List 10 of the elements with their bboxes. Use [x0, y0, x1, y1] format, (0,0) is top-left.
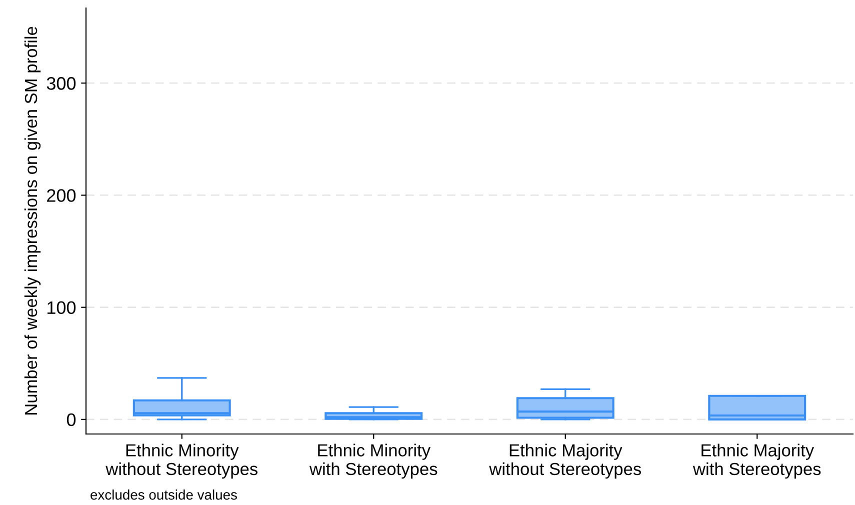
- x-tick-label: Ethnic Minority with Stereotypes: [309, 444, 438, 479]
- y-tick-label: 300: [46, 77, 76, 90]
- x-tick-label: Ethnic Majority with Stereotypes: [692, 444, 821, 479]
- text: excludes outside values: [90, 490, 237, 500]
- y-tick-label: 0: [66, 413, 76, 426]
- x-tick-label: Ethnic Minority without Stereotypes: [106, 444, 258, 479]
- y-tick-label: 100: [48, 301, 76, 314]
- y-axis-title: Number of weekly impressions on given SM profile: [24, 26, 41, 414]
- x-tick-label: Ethnic Majority without Stereotypes: [489, 444, 641, 479]
- y-tick-label: 200: [47, 189, 76, 202]
